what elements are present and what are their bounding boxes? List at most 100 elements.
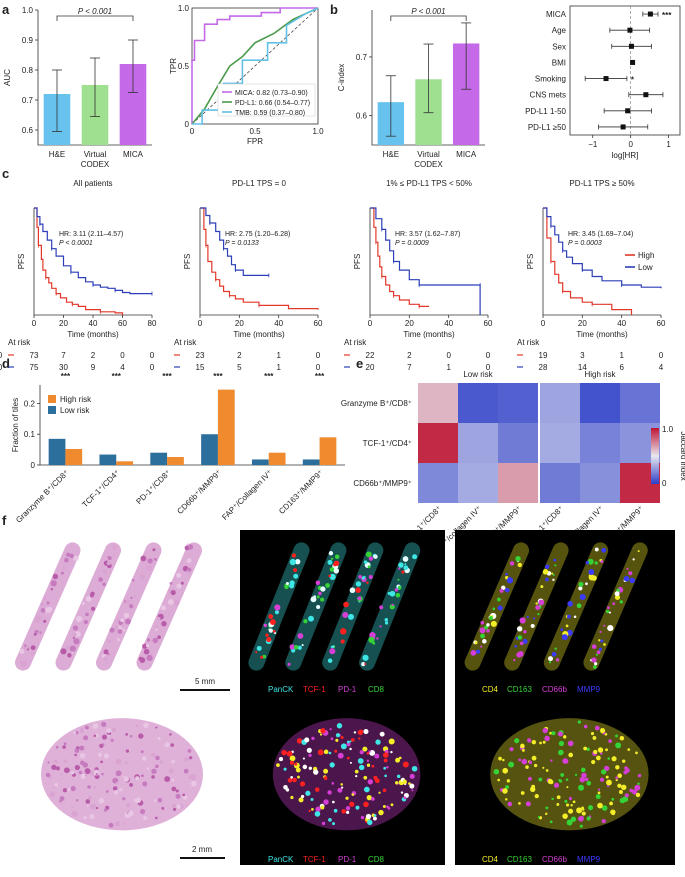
cell-dot [287,662,291,666]
cell-dot [506,577,514,584]
cell-dot [151,752,156,758]
x-axis-label: Time (months) [233,330,285,339]
cell-dot [113,790,119,795]
cell-dot [289,583,295,589]
group-title: High risk [584,370,616,379]
cell-dot [53,759,58,764]
survival-curve [200,207,319,310]
row-label: Age [552,26,567,35]
cell-dot [593,749,598,755]
cell-dot [592,736,597,740]
cell-dot [85,799,91,804]
cell-dot [378,809,384,816]
cell-dot [297,775,300,779]
cell-dot [565,803,570,807]
cell-dot [358,574,363,579]
cell-dot [409,773,415,779]
cell-dot [606,779,612,786]
y-axis-label: AUC [3,69,12,86]
cell-dot [138,733,144,739]
legend-label: MICA: 0.82 (0.73–0.90) [235,90,308,97]
cell-dot [331,645,335,648]
cell-dot [502,767,509,774]
cell-dot [305,790,311,796]
cell-dot [124,761,128,765]
cell-dot [586,780,592,786]
cell-dot [157,737,161,740]
bar-low-risk [99,454,117,465]
x-tick-label: 0.5 [249,127,261,136]
y-tick-label: 0.2 [24,399,36,408]
cell-dot [19,648,25,654]
y-tick-label: 0 [31,461,36,470]
cell-dot [574,773,578,776]
cell-dot [317,749,324,756]
cell-dot [542,766,545,769]
cell-dot [152,637,159,644]
significance-marker: *** [264,372,274,381]
cell-dot [164,742,170,748]
cell-dot [362,746,368,752]
at-risk-count: 20 [366,363,375,372]
cell-dot [62,788,68,793]
x-tick-label: CODEX [81,160,110,169]
cell-dot [624,793,629,798]
cell-dot [145,643,150,648]
cell-dot [556,795,561,800]
x-tick-label: 0 [190,127,195,136]
legend-box [217,83,316,117]
cell-dot [63,759,68,763]
cell-dot [578,586,583,591]
cell-dot [520,743,525,749]
cell-dot [310,596,317,603]
cell-dot [551,797,554,801]
at-risk-count: 6 [619,363,624,372]
cell-dot [144,553,147,557]
cell-dot [358,764,365,771]
cell-dot [297,632,304,639]
cell-dot [609,801,613,806]
cell-dot [600,639,604,643]
cell-dot [519,617,526,624]
cell-dot [176,804,181,809]
cell-dot [398,562,404,568]
cell-dot [595,755,601,761]
row-label: TCF-1⁺/CD4⁺ [363,439,412,448]
cell-dot [340,639,345,644]
axis [371,10,485,146]
cell-dot [482,639,487,644]
cell-dot [283,784,288,790]
cell-dot [53,786,56,789]
cell-dot [379,625,382,628]
cell-dot [552,578,555,582]
cell-dot [329,567,335,572]
cell-dot [506,779,511,783]
x-tick-label: CD66b⁺/MMP9⁺ [175,468,223,516]
cell-dot [622,759,626,763]
cell-dot [311,807,314,811]
cell-dot [553,558,557,562]
cell-dot [186,558,192,564]
cell-dot [328,751,332,755]
cell-dot [143,722,149,728]
cell-dot [135,724,139,728]
cell-dot [125,803,131,808]
heatmap-cell [498,423,538,463]
cell-dot [364,786,370,793]
cell-dot [375,739,381,745]
cell-dot [479,627,486,634]
cell-dot [154,816,158,820]
cell-dot [103,649,109,655]
y-tick-label: 0.5 [178,62,190,71]
at-risk-count: 0 [150,363,155,372]
cell-dot [591,644,597,649]
channel-label: TCF-1 [303,855,326,864]
cell-dot [632,789,638,795]
cell-dot [112,786,118,791]
cell-dot [373,554,378,559]
cell-dot [112,554,116,557]
cell-dot [355,774,358,778]
cell-dot [330,557,334,561]
at-risk-count: 4 [120,363,125,372]
survival-curve [543,207,662,289]
